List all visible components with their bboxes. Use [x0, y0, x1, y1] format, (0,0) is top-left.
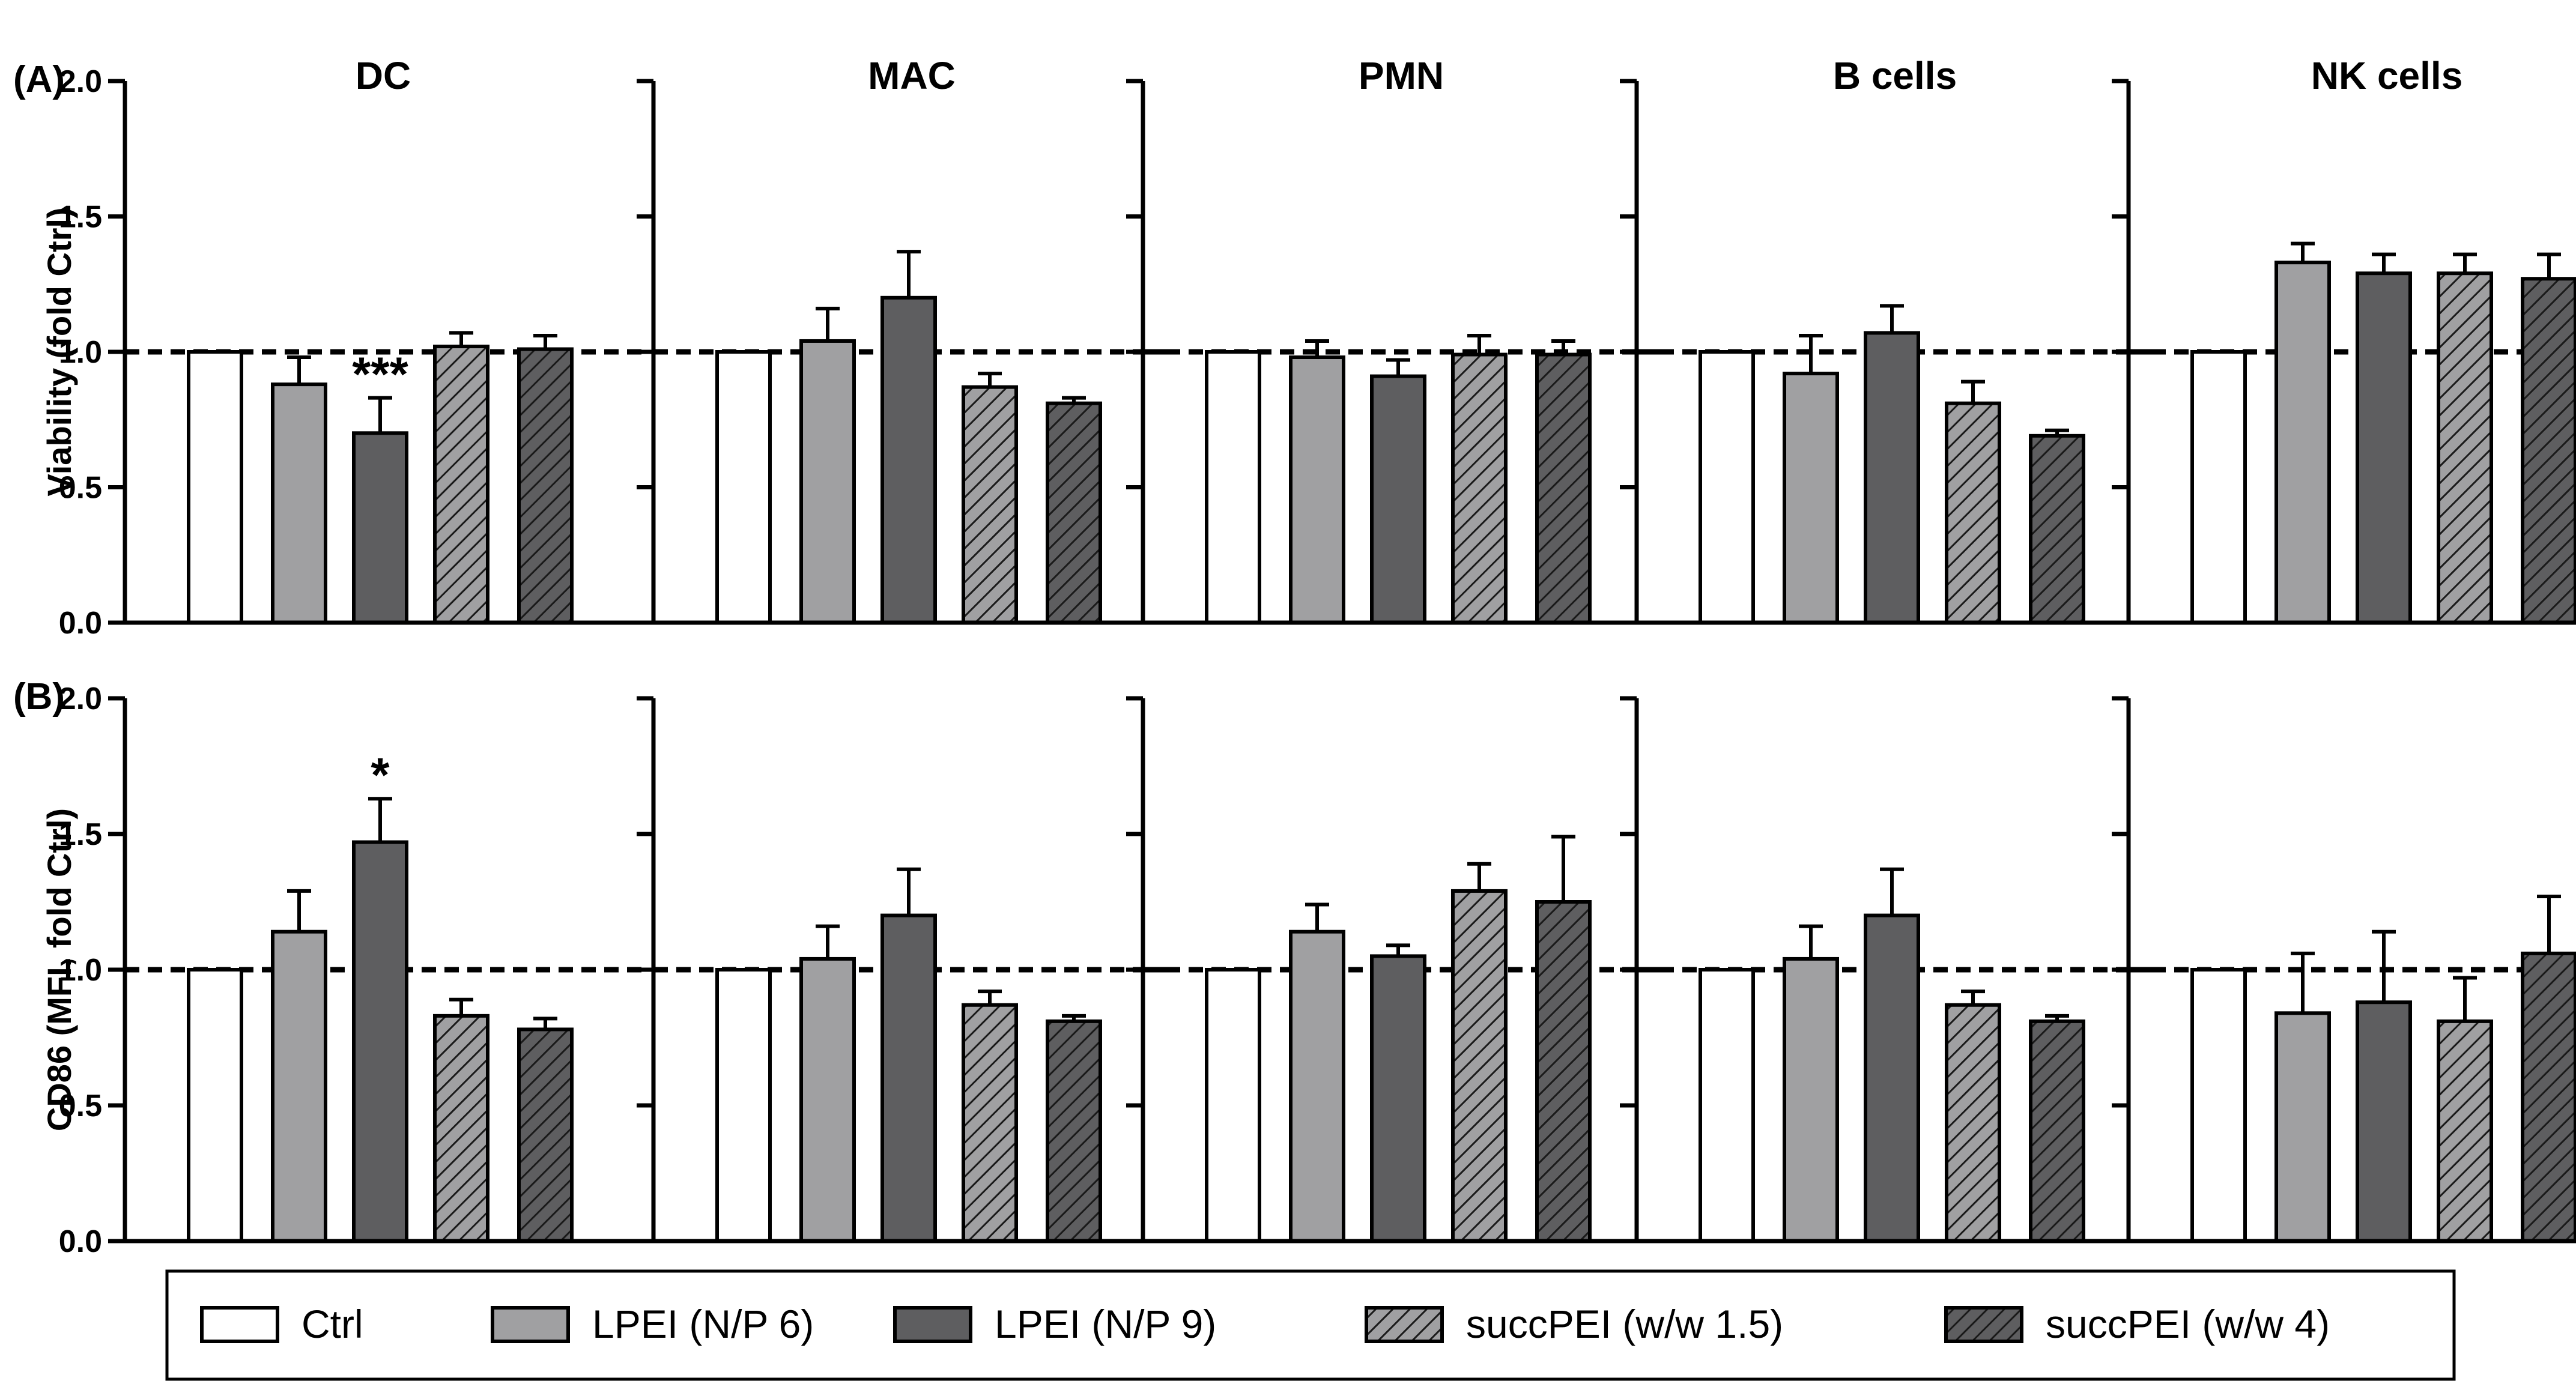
- bar: [1289, 355, 1345, 625]
- bar: [1864, 331, 1920, 624]
- y-tick-label: 2.0: [59, 681, 102, 716]
- bar: [799, 956, 856, 1243]
- y-tick-label: 1.5: [59, 817, 102, 852]
- bar: [1699, 350, 1755, 624]
- bar: [2521, 951, 2576, 1243]
- bar: [1783, 372, 1839, 625]
- bar: [2029, 434, 2085, 624]
- y-axis-label: Viability (fold Ctrl): [40, 207, 78, 496]
- bar: [2356, 1000, 2412, 1243]
- bar: [517, 1027, 574, 1243]
- bar: [271, 382, 327, 624]
- y-tick-label: 0.5: [59, 1089, 102, 1123]
- bar: [1535, 352, 1592, 624]
- subplot-2: [637, 696, 1171, 1243]
- subplot-title: PMN: [1359, 54, 1444, 97]
- bar: [2190, 350, 2247, 624]
- y-tick-label: 1.0: [59, 335, 102, 370]
- bar: [1370, 374, 1426, 625]
- subplot-4: [1620, 696, 2154, 1243]
- bar: [1451, 889, 1508, 1243]
- bar: [715, 968, 772, 1243]
- legend-label: Ctrl: [302, 1302, 363, 1346]
- bar: [1046, 401, 1102, 624]
- bar: [2521, 277, 2576, 625]
- bar: [517, 347, 574, 624]
- bar: [2274, 261, 2331, 625]
- bar: [715, 350, 772, 624]
- bar: [799, 339, 856, 625]
- subplot-1: * 0.0 0.5 1.0 1.5 2.0: [59, 681, 643, 1259]
- y-tick-label: 0.5: [59, 471, 102, 506]
- y-tick-label: 0.0: [59, 606, 102, 641]
- legend-label: LPEI (N/P 9): [995, 1302, 1216, 1346]
- subplot-4: B cells: [1620, 54, 2154, 625]
- legend-label: succPEI (w/w 4): [2046, 1302, 2330, 1346]
- subplot-title: DC: [356, 54, 411, 97]
- legend-swatch: [491, 1306, 570, 1343]
- bar: [962, 1003, 1018, 1243]
- subplot-5: NK cells: [2112, 54, 2576, 625]
- significance-label: ***: [352, 348, 408, 401]
- bar: [880, 913, 937, 1243]
- bar: [433, 344, 489, 624]
- subplot-title: NK cells: [2311, 54, 2463, 97]
- bar: [1699, 968, 1755, 1243]
- panel-a: (A) Viability (fold Ctrl) *** 0.0 0.5 1.0 1.5 2…: [13, 54, 2576, 641]
- y-tick-label: 2.0: [59, 64, 102, 99]
- legend-swatch: [200, 1306, 279, 1343]
- bar: [433, 1014, 489, 1243]
- y-axis-label: CD86 (MFI, fold Ctrl): [40, 808, 78, 1131]
- bar: [352, 840, 408, 1243]
- bar: [2356, 271, 2412, 624]
- subplot-3: PMN: [1126, 54, 1661, 625]
- bar: [2437, 1019, 2493, 1243]
- subplot-title: MAC: [868, 54, 956, 97]
- y-tick-label: 1.5: [59, 200, 102, 235]
- legend: Ctrl LPEI (N/P 6) LPEI (N/P 9) succPEI (w/w…: [165, 1269, 2456, 1381]
- bar: [1046, 1019, 1102, 1243]
- bar: [1205, 968, 1261, 1243]
- bar: [187, 968, 243, 1243]
- bar: [2274, 1011, 2331, 1243]
- subplot-2: MAC: [637, 54, 1171, 625]
- bar: [1205, 350, 1261, 624]
- subplot-3: [1126, 696, 1661, 1243]
- bar: [1535, 900, 1592, 1243]
- significance-label: *: [371, 748, 390, 802]
- bar: [1945, 1003, 2001, 1243]
- subplot-title: B cells: [1833, 54, 1957, 97]
- bar: [271, 929, 327, 1243]
- bar: [880, 295, 937, 624]
- legend-swatch: [893, 1306, 972, 1343]
- bar: [1783, 956, 1839, 1243]
- bar: [1289, 929, 1345, 1243]
- bar: [352, 431, 408, 624]
- panel-b: (B) CD86 (MFI, fold Ctrl) * 0.0 0.5 1.0 1.5 2.0: [13, 676, 2576, 1259]
- panel-label: (A): [13, 59, 65, 100]
- bar: [1864, 913, 1920, 1243]
- y-tick-label: 0.0: [59, 1224, 102, 1259]
- bar: [187, 350, 243, 624]
- subplot-5: [2112, 696, 2576, 1243]
- bar: [1370, 954, 1426, 1243]
- bar: [2437, 271, 2493, 624]
- legend-label: LPEI (N/P 6): [592, 1302, 814, 1346]
- bar: [1945, 401, 2001, 624]
- bar: [2029, 1019, 2085, 1243]
- plot-area: (A) Viability (fold Ctrl) *** 0.0 0.5 1.0 1.5 2…: [13, 54, 2576, 1259]
- bar: [2190, 968, 2247, 1243]
- panel-label: (B): [13, 676, 65, 718]
- subplot-1: *** 0.0 0.5 1.0 1.5 2.0 DC: [59, 54, 643, 641]
- legend-swatch: [1944, 1306, 2023, 1343]
- legend-swatch: [1365, 1306, 1444, 1343]
- y-tick-label: 1.0: [59, 953, 102, 988]
- bar: [1451, 352, 1508, 624]
- bar: [962, 385, 1018, 624]
- legend-label: succPEI (w/w 1.5): [1466, 1302, 1783, 1346]
